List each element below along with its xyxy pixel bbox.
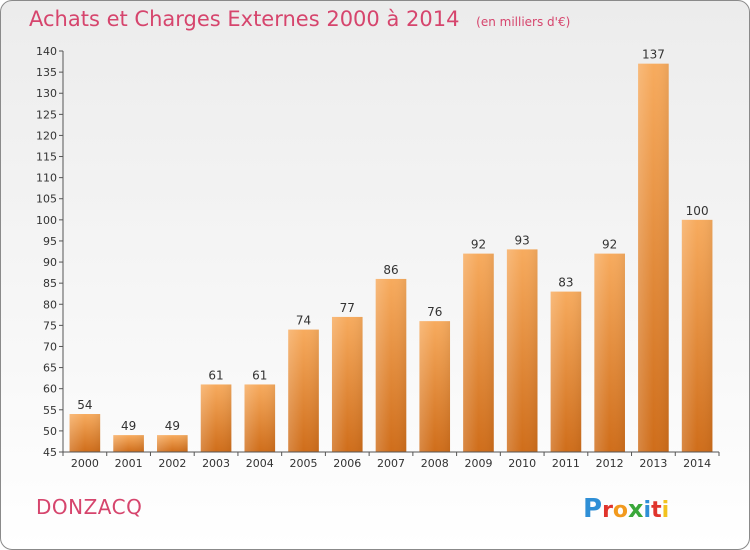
y-tick-label: 95	[43, 235, 57, 248]
x-tick-label: 2010	[508, 457, 536, 470]
svg-text:Proxiti: Proxiti	[583, 494, 669, 524]
y-tick-label: 70	[43, 340, 57, 353]
x-tick-label: 2012	[596, 457, 624, 470]
bar-value-label: 76	[427, 305, 442, 319]
bar-shade	[157, 435, 188, 452]
bar-value-label: 74	[296, 314, 311, 328]
y-tick-label: 90	[43, 256, 57, 269]
y-tick-label: 140	[36, 45, 57, 58]
chart-title: Achats et Charges Externes 2000 à 2014 (…	[29, 7, 570, 31]
bar-shade	[419, 321, 451, 452]
x-tick-label: 2002	[158, 457, 186, 470]
bar-value-label: 61	[252, 368, 267, 382]
bar-shade	[375, 278, 407, 452]
y-tick-label: 50	[43, 425, 57, 438]
x-tick-label: 2008	[421, 457, 449, 470]
bar-value-label: 77	[340, 301, 355, 315]
bar-value-label: 92	[602, 238, 617, 252]
y-tick-label: 120	[36, 129, 57, 142]
y-tick-label: 45	[43, 446, 57, 459]
bar-shade	[331, 316, 363, 452]
y-tick-label: 75	[43, 319, 57, 332]
bar-shade	[244, 384, 276, 452]
x-tick-label: 2003	[202, 457, 230, 470]
bar-shade	[681, 219, 713, 452]
x-tick-label: 2004	[246, 457, 274, 470]
x-tick-label: 2013	[639, 457, 667, 470]
bar-shade	[506, 249, 538, 452]
y-tick-label: 110	[36, 172, 57, 185]
chart-unit-note: (en milliers d'€)	[476, 15, 571, 29]
bar-shade	[550, 291, 582, 452]
bar-value-label: 92	[471, 238, 486, 252]
chart-title-text: Achats et Charges Externes 2000 à 2014	[29, 7, 460, 31]
y-tick-label: 85	[43, 277, 57, 290]
bar-shade	[638, 63, 669, 453]
bar-value-label: 86	[383, 263, 398, 277]
x-tick-label: 2014	[683, 457, 711, 470]
proxiti-logo: Proxiti	[583, 494, 669, 524]
bar-value-label: 54	[77, 398, 92, 412]
y-tick-label: 115	[36, 151, 57, 164]
bar-value-label: 93	[515, 233, 530, 247]
x-tick-label: 2000	[71, 457, 99, 470]
bar-value-label: 49	[165, 419, 180, 433]
bars-group: 54 49 49 61 61 74 77 86 76 92 93 83 92 137 100	[69, 48, 713, 453]
y-tick-label: 65	[43, 362, 57, 375]
bar-shade	[288, 329, 319, 452]
bar-shade	[69, 414, 101, 452]
bar-shade	[594, 253, 625, 452]
bar-value-label: 61	[208, 368, 223, 382]
bar-value-label: 100	[686, 204, 709, 218]
bar-value-label: 137	[642, 48, 665, 62]
y-tick-label: 125	[36, 108, 57, 121]
bar-shade	[200, 384, 232, 452]
x-tick-label: 2006	[333, 457, 361, 470]
x-tick-label: 2001	[115, 457, 143, 470]
bar-shade	[463, 253, 494, 452]
y-tick-label: 130	[36, 87, 57, 100]
bar-shade	[113, 435, 144, 452]
y-axis: 45 50 55 60 65 70 75 80 85 90 95 100 105 110 115 120 125…	[36, 45, 64, 459]
y-tick-label: 135	[36, 66, 57, 79]
x-tick-label: 2005	[290, 457, 318, 470]
y-tick-label: 80	[43, 298, 57, 311]
y-tick-label: 100	[36, 214, 57, 227]
bar-value-label: 83	[558, 276, 573, 290]
x-tick-label: 2007	[377, 457, 405, 470]
x-axis: 2000 2001 2002 2003 2004 2005 2006 2007 2008 2009…	[62, 451, 720, 470]
y-tick-label: 60	[43, 383, 57, 396]
y-tick-label: 105	[36, 193, 57, 206]
y-tick-label: 55	[43, 404, 57, 417]
x-tick-label: 2011	[552, 457, 580, 470]
place-name: DONZACQ	[36, 495, 143, 519]
x-tick-label: 2009	[464, 457, 492, 470]
bar-value-label: 49	[121, 419, 136, 433]
